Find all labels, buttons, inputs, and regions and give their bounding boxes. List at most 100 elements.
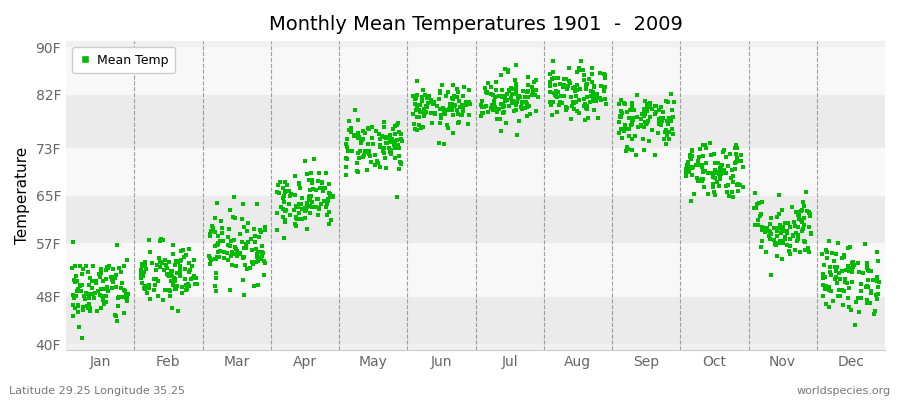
- Point: [208, 256, 222, 262]
- Point: [356, 154, 370, 161]
- Point: [714, 166, 728, 172]
- Point: [830, 264, 844, 270]
- Point: [365, 141, 380, 147]
- Point: [166, 242, 181, 248]
- Point: [227, 236, 241, 243]
- Point: [410, 78, 425, 84]
- Point: [872, 279, 886, 285]
- Point: [249, 246, 264, 253]
- Point: [616, 100, 631, 106]
- Point: [577, 72, 591, 78]
- Point: [220, 234, 235, 240]
- Point: [446, 102, 461, 109]
- Point: [620, 126, 634, 132]
- Point: [135, 263, 149, 269]
- Point: [502, 102, 517, 109]
- Point: [551, 88, 565, 95]
- Point: [612, 101, 626, 108]
- Point: [312, 206, 327, 212]
- Point: [228, 244, 242, 250]
- Point: [360, 141, 374, 148]
- Point: [587, 84, 601, 90]
- Point: [76, 307, 90, 313]
- Point: [578, 101, 592, 107]
- Point: [386, 126, 400, 132]
- Point: [550, 94, 564, 101]
- Point: [441, 125, 455, 131]
- Point: [303, 197, 318, 203]
- Point: [153, 264, 167, 270]
- Point: [615, 110, 629, 116]
- Point: [370, 158, 384, 164]
- Point: [304, 177, 319, 183]
- Point: [827, 258, 842, 264]
- Point: [759, 225, 773, 231]
- Point: [442, 105, 456, 112]
- Point: [493, 72, 508, 78]
- Point: [322, 180, 337, 187]
- Point: [475, 110, 490, 117]
- Point: [384, 151, 399, 158]
- Point: [484, 84, 499, 90]
- Point: [275, 214, 290, 220]
- Point: [94, 293, 109, 299]
- Point: [175, 256, 189, 263]
- Point: [249, 259, 264, 266]
- Point: [174, 248, 188, 254]
- Point: [581, 114, 596, 121]
- Point: [421, 100, 436, 106]
- Point: [754, 227, 769, 234]
- Point: [711, 171, 725, 178]
- Point: [831, 240, 845, 246]
- Point: [321, 196, 336, 202]
- Point: [519, 113, 534, 120]
- Point: [364, 159, 379, 165]
- Point: [661, 132, 675, 138]
- Point: [507, 107, 521, 114]
- Point: [590, 94, 604, 100]
- Point: [147, 286, 161, 293]
- Point: [708, 159, 723, 166]
- Point: [692, 162, 706, 168]
- Point: [66, 239, 80, 245]
- Point: [235, 216, 249, 222]
- Point: [640, 105, 654, 112]
- Point: [257, 272, 272, 278]
- Point: [845, 263, 859, 269]
- Point: [500, 67, 515, 73]
- Point: [851, 295, 866, 302]
- Point: [475, 98, 490, 104]
- Point: [729, 142, 743, 148]
- Point: [788, 246, 803, 253]
- Point: [184, 276, 198, 283]
- Point: [587, 84, 601, 90]
- Point: [134, 271, 148, 278]
- Point: [78, 290, 93, 296]
- Point: [630, 124, 644, 131]
- Point: [373, 144, 387, 150]
- Point: [431, 96, 446, 102]
- Point: [839, 267, 853, 273]
- Point: [652, 116, 666, 122]
- Point: [515, 106, 529, 112]
- Point: [298, 204, 312, 211]
- Point: [318, 185, 332, 191]
- Point: [802, 208, 816, 215]
- Point: [480, 89, 494, 95]
- Point: [719, 170, 733, 176]
- Point: [748, 222, 762, 228]
- Point: [691, 158, 706, 164]
- Point: [770, 253, 784, 259]
- Point: [291, 204, 305, 210]
- Point: [752, 199, 766, 206]
- Point: [700, 190, 715, 197]
- Point: [508, 77, 523, 84]
- Point: [570, 82, 584, 88]
- Point: [508, 90, 522, 97]
- Point: [790, 238, 805, 244]
- Point: [689, 162, 704, 169]
- Point: [138, 262, 152, 268]
- Point: [508, 81, 523, 87]
- Point: [598, 96, 613, 103]
- Point: [140, 266, 154, 272]
